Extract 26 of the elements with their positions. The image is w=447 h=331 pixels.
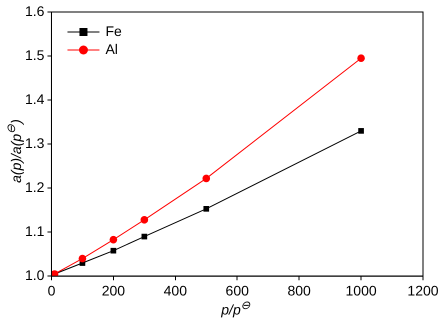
legend-label: Fe xyxy=(105,22,122,39)
y-tick-label: 1.0 xyxy=(24,267,45,284)
x-tick-label: 0 xyxy=(48,282,56,298)
x-tick-label: 800 xyxy=(287,282,312,298)
y-tick-label: 1.4 xyxy=(24,90,45,107)
point xyxy=(357,54,365,62)
point xyxy=(202,174,210,182)
x-axis-title: p/p$^{⊖}$ xyxy=(221,298,251,318)
point xyxy=(110,236,118,244)
point xyxy=(142,234,148,240)
y-tick-label: 1.3 xyxy=(24,134,45,151)
x-tick-label: 1200 xyxy=(407,282,439,298)
point xyxy=(358,128,364,134)
x-tick-label: 400 xyxy=(164,282,188,298)
y-tick-label: 1.1 xyxy=(24,223,45,240)
point xyxy=(140,216,148,224)
x-tick-label: 200 xyxy=(102,282,126,298)
point xyxy=(110,248,116,254)
x-tick-label: 600 xyxy=(226,282,250,298)
legend-label: Al xyxy=(105,40,118,57)
y-tick-label: 1.2 xyxy=(24,178,45,195)
point xyxy=(78,254,86,262)
x-tick-label: 1000 xyxy=(346,282,377,298)
point xyxy=(203,206,210,212)
y-tick-label: 1.6 xyxy=(24,2,45,19)
y-tick-label: 1.5 xyxy=(24,46,45,63)
